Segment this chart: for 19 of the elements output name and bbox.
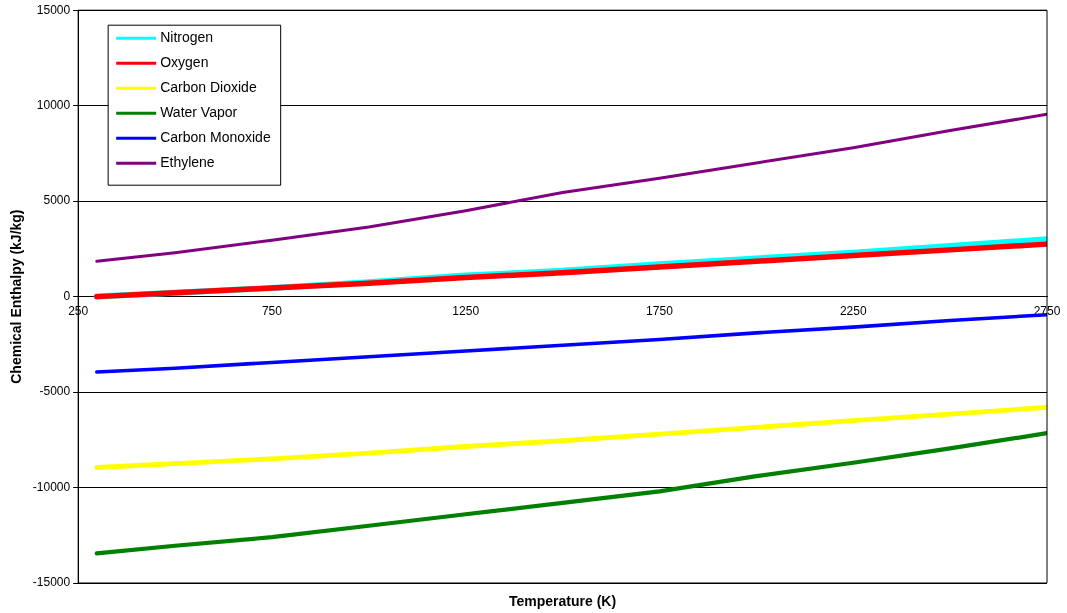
x-tick-label: 1750 — [646, 304, 674, 319]
y-tick-label: -10000 — [32, 479, 71, 494]
legend-label: Carbon Dioxide — [160, 79, 257, 96]
x-tick-label: 750 — [261, 304, 283, 319]
y-tick-label: -5000 — [39, 384, 71, 399]
x-tick-label: 2250 — [839, 304, 867, 319]
y-tick-label: -15000 — [32, 575, 71, 590]
y-tick-label: 5000 — [43, 193, 71, 208]
legend-label: Ethylene — [160, 154, 215, 171]
y-tick-label: 10000 — [36, 97, 71, 112]
x-axis-title: Temperature (K) — [509, 592, 617, 609]
legend-label: Carbon Monoxide — [160, 129, 271, 146]
legend-label: Nitrogen — [160, 29, 214, 46]
y-axis-title: Chemical Enthalpy (kJ/kg) — [8, 209, 25, 384]
legend-label: Oxygen — [160, 54, 209, 71]
y-tick-label: 15000 — [36, 2, 71, 17]
x-tick-label: 1250 — [452, 304, 480, 319]
y-tick-label: 0 — [63, 288, 71, 303]
legend-label: Water Vapor — [160, 104, 238, 121]
